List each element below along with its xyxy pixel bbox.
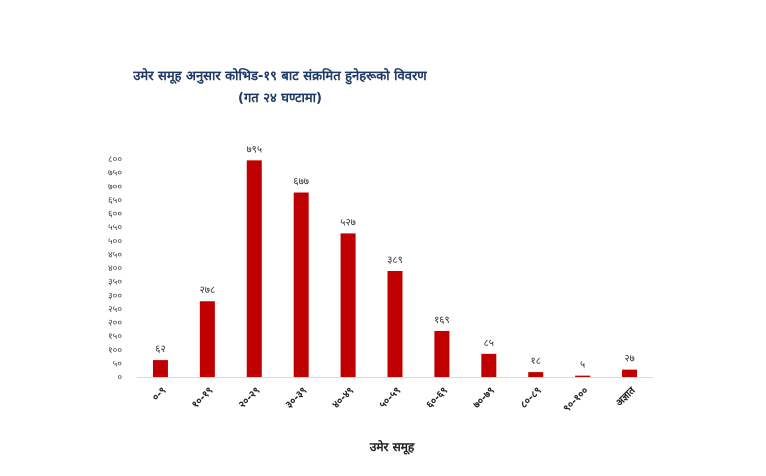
x-tick-label: ९०-१००: [562, 385, 591, 414]
y-tick-label: ३५०: [108, 278, 122, 288]
x-tick-label: ०-९: [151, 385, 169, 403]
y-tick-label: ७००: [108, 182, 122, 192]
x-tick-label: ३०-३९: [284, 385, 309, 410]
y-tick-label: ४५०: [108, 250, 122, 260]
y-tick-label: ६००: [108, 210, 122, 220]
data-label: ५२७: [340, 217, 356, 228]
y-tick-label: १००: [108, 346, 122, 356]
bar: [575, 375, 591, 377]
bar: [387, 270, 403, 377]
x-axis-title: उमेर समूह: [369, 440, 415, 455]
data-label: ५: [580, 360, 585, 371]
bar: [434, 330, 450, 377]
y-axis: ० ५० १०० १५० २०० २५० ३०० ३५० ४०० ४५० ५०० ५५० ६०० ६५० ७…: [108, 155, 122, 383]
y-tick-label: १५०: [108, 332, 122, 342]
data-label: ६७७: [293, 177, 309, 188]
data-label: १८: [531, 356, 541, 367]
bar: [199, 301, 215, 377]
bar: [528, 372, 544, 377]
bar: [481, 353, 497, 377]
data-label: ६२: [155, 344, 165, 355]
x-tick-label: ६०-६९: [425, 385, 450, 410]
y-tick-label: ५०: [113, 359, 123, 369]
x-tick-label: ८०-८९: [518, 385, 543, 410]
y-tick-label: ०: [117, 373, 122, 383]
data-label: ८५: [484, 338, 494, 349]
bar: [246, 160, 262, 377]
x-axis: ०-९ १०-१९ २०-२९ ३०-३९ ४०-४९ ५०-५९ ६०-६९ ७०-७९ ८०…: [137, 377, 653, 414]
data-label: ३८९: [387, 255, 403, 266]
chart-title: उमेर समूह अनुसार कोभिड-१९ बाट संक्रमित ह…: [133, 69, 427, 84]
y-tick-label: ७५०: [108, 169, 122, 179]
x-tick-label: अज्ञात: [614, 384, 638, 408]
data-label: ७९५: [246, 144, 262, 155]
data-label: २७: [624, 354, 634, 365]
y-tick-label: ५५०: [108, 223, 122, 233]
y-tick-label: ४००: [108, 264, 122, 274]
x-tick-label: ४०-४९: [331, 385, 356, 410]
bar: [152, 360, 168, 377]
x-tick-label: २०-२९: [237, 385, 262, 410]
y-tick-label: २५०: [108, 305, 122, 315]
x-tick-label: ५०-५९: [378, 385, 403, 410]
y-tick-label: ५००: [108, 237, 122, 247]
bars: [152, 160, 638, 377]
bar: [293, 192, 309, 377]
data-label: २७८: [200, 285, 216, 296]
y-tick-label: ८००: [108, 155, 122, 165]
bar: [340, 233, 356, 377]
y-tick-label: ६५०: [108, 196, 122, 206]
x-tick-label: ७०-७९: [472, 385, 497, 410]
y-tick-label: २००: [108, 319, 122, 329]
x-tick-label: १०-१९: [190, 385, 215, 410]
data-label: १६९: [434, 315, 450, 326]
y-tick-label: ३००: [108, 291, 122, 301]
bar: [622, 369, 638, 377]
chart-subtitle: (गत २४ घण्टामा): [238, 91, 322, 106]
